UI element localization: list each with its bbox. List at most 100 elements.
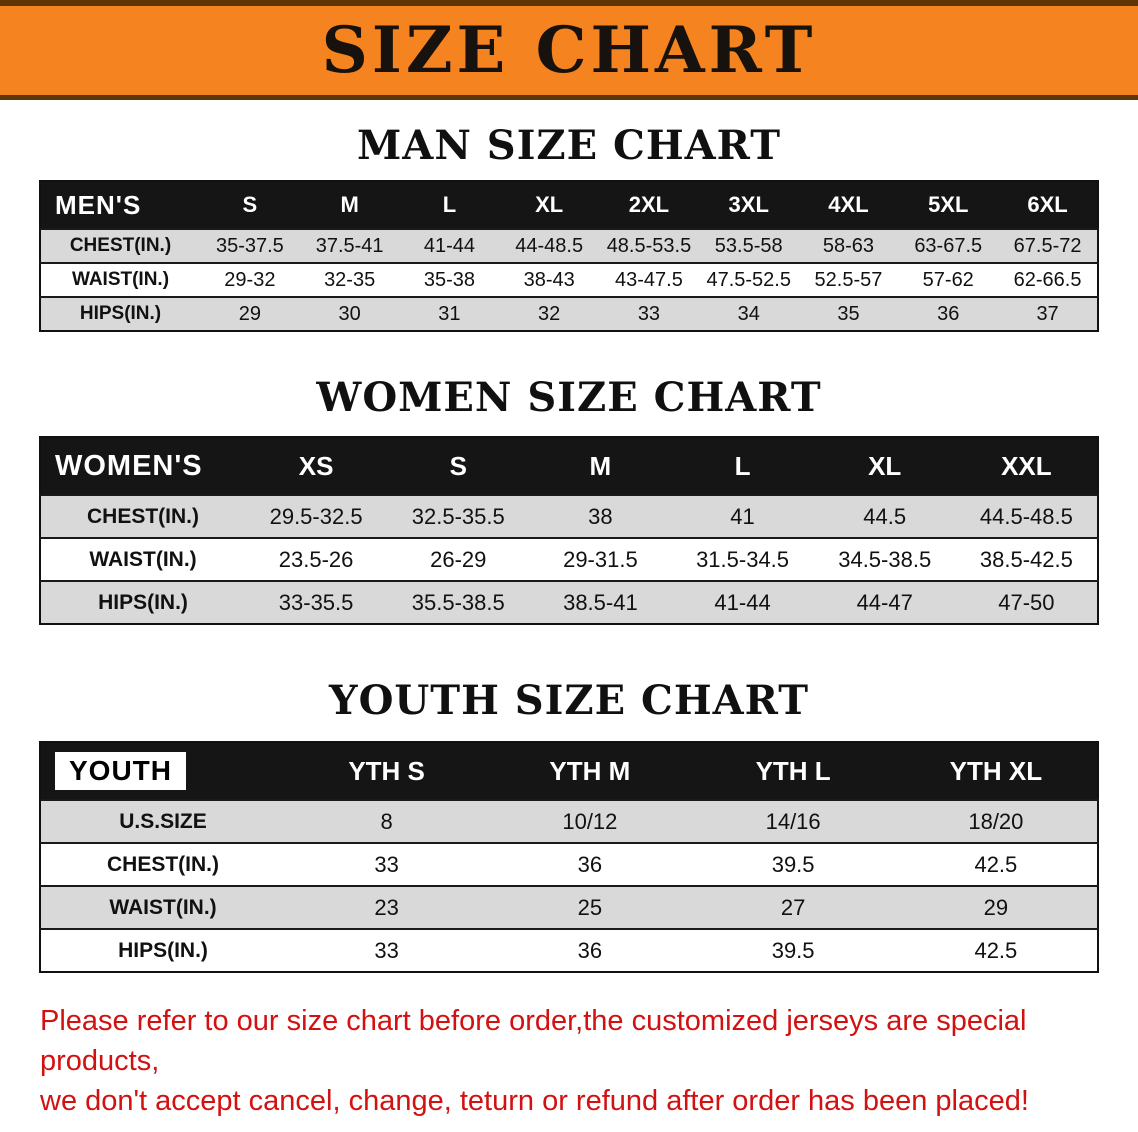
table-row: HIPS(IN.) 33 36 39.5 42.5	[40, 929, 1098, 972]
table-row: WAIST(IN.) 29-32 32-35 35-38 38-43 43-47.5 47.…	[40, 263, 1098, 297]
size-value: 63-67.5	[914, 234, 983, 257]
section-heading: MAN SIZE CHART	[357, 122, 781, 169]
table-row: CHEST(IN.) 29.5-32.5 32.5-35.5 38 41 44.5 44.5…	[40, 495, 1098, 538]
size-value: 29	[238, 302, 261, 325]
size-value: 41-44	[714, 589, 771, 615]
row-label: CHEST(IN.)	[107, 852, 219, 876]
row-label: WAIST(IN.)	[89, 547, 197, 571]
table-row: WAIST(IN.) 23.5-26 26-29 29-31.5 31.5-34.5 34…	[40, 538, 1098, 581]
size-value: 18/20	[968, 808, 1024, 834]
section-heading: YOUTH SIZE CHART	[329, 677, 809, 724]
size-value: 23.5-26	[278, 546, 354, 572]
size-value: 25	[577, 894, 603, 920]
row-label: CHEST(IN.)	[87, 504, 199, 528]
size-value: 38.5-42.5	[979, 546, 1073, 572]
row-label: HIPS(IN.)	[79, 303, 162, 324]
size-value: 37	[1036, 302, 1059, 325]
size-value: 36	[577, 937, 603, 963]
column-header: YTH L	[691, 742, 895, 800]
size-value: 27	[780, 894, 806, 920]
column-header: XS	[245, 437, 388, 495]
row-label: WAIST(IN.)	[71, 269, 170, 290]
table-label-text: YOUTH	[55, 752, 186, 790]
table-header-row: MEN'S S M L XL 2XL 3XL 4XL 5XL 6XL	[40, 181, 1098, 229]
column-header: 6XL	[998, 181, 1098, 229]
size-value: 33	[374, 851, 399, 877]
table-label-text: WOMEN'S	[55, 449, 203, 482]
table-row: CHEST(IN.) 33 36 39.5 42.5	[40, 843, 1098, 886]
size-value: 53.5-58	[714, 234, 783, 257]
table-row: HIPS(IN.) 33-35.5 35.5-38.5 38.5-41 41-44 44-…	[40, 581, 1098, 624]
column-header: 4XL	[798, 181, 899, 229]
size-value: 36	[577, 851, 603, 877]
section-heading: WOMEN SIZE CHART	[316, 374, 822, 421]
size-value: 32-35	[324, 268, 376, 291]
size-section-2: YOUTH SIZE CHART YOUTH YTH S YTH M YTH L YTH …	[0, 681, 1138, 973]
note-line-2: we don't accept cancel, change, teturn o…	[40, 1085, 1029, 1118]
size-value: 44.5	[863, 503, 907, 529]
size-value: 29.5-32.5	[269, 503, 363, 529]
row-label: WAIST(IN.)	[109, 895, 217, 919]
column-header: YTH XL	[894, 742, 1098, 800]
size-value: 42.5	[974, 851, 1018, 877]
column-header: 2XL	[599, 181, 699, 229]
table-header-row: YOUTH YTH S YTH M YTH L YTH XL	[40, 742, 1098, 800]
table-row: HIPS(IN.) 29 30 31 32 33 34 35 36 37	[40, 297, 1098, 331]
size-table: WOMEN'S XS S M L XL XXL CHEST(IN.) 29.5-32.5 32.5…	[39, 436, 1099, 625]
size-value: 8	[380, 808, 393, 834]
column-header: YTH M	[488, 742, 692, 800]
column-header: XL	[499, 181, 600, 229]
size-value: 31.5-34.5	[696, 546, 790, 572]
size-value: 32	[538, 302, 561, 325]
size-value: 35	[837, 302, 860, 325]
column-header: YTH S	[285, 742, 489, 800]
table-label: WOMEN'S	[40, 437, 245, 495]
size-value: 29	[983, 894, 1009, 920]
column-header: L	[671, 437, 814, 495]
disclaimer-note: Please refer to our size chart before or…	[40, 1001, 1138, 1121]
row-label: U.S.SIZE	[119, 809, 207, 833]
size-value: 34.5-38.5	[838, 546, 932, 572]
size-value: 35-38	[423, 268, 475, 291]
size-value: 44-47	[856, 589, 913, 615]
size-value: 44-48.5	[515, 234, 584, 257]
row-label: HIPS(IN.)	[118, 938, 208, 962]
size-value: 37.5-41	[315, 234, 384, 257]
size-value: 26-29	[430, 546, 487, 572]
size-value: 41	[730, 503, 755, 529]
row-label: CHEST(IN.)	[69, 235, 172, 256]
size-value: 33-35.5	[278, 589, 354, 615]
size-value: 38-43	[523, 268, 575, 291]
table-label: MEN'S	[40, 181, 200, 229]
table-row: U.S.SIZE 8 10/12 14/16 18/20	[40, 800, 1098, 843]
size-value: 36	[937, 302, 960, 325]
note-line-1: Please refer to our size chart before or…	[40, 1005, 1027, 1078]
size-value: 47-50	[998, 589, 1055, 615]
column-header: M	[529, 437, 672, 495]
row-label: HIPS(IN.)	[98, 590, 188, 614]
size-value: 58-63	[822, 234, 875, 257]
size-value: 52.5-57	[814, 268, 883, 291]
size-value: 62-66.5	[1013, 268, 1082, 291]
size-value: 48.5-53.5	[606, 234, 692, 257]
size-value: 35.5-38.5	[411, 589, 505, 615]
column-header: L	[399, 181, 500, 229]
size-table: MEN'S S M L XL 2XL 3XL 4XL 5XL 6XL CHEST(IN.) 35-37…	[39, 180, 1099, 332]
size-value: 31	[438, 302, 461, 325]
size-value: 39.5	[771, 937, 815, 963]
size-value: 14/16	[765, 808, 821, 834]
size-value: 39.5	[771, 851, 815, 877]
table-label-text: MEN'S	[55, 189, 142, 220]
size-section-1: WOMEN SIZE CHART WOMEN'S XS S M L XL XXL CHEST(I…	[0, 378, 1138, 625]
size-value: 23	[374, 894, 399, 920]
column-header: 3XL	[698, 181, 799, 229]
column-header: M	[299, 181, 400, 229]
table-label: YOUTH	[40, 742, 285, 800]
size-value: 30	[338, 302, 361, 325]
size-value: 10/12	[562, 808, 618, 834]
size-value: 41-44	[423, 234, 475, 257]
size-value: 38.5-41	[563, 589, 638, 615]
size-value: 44.5-48.5	[979, 503, 1073, 529]
size-chart-sections: MAN SIZE CHART MEN'S S M L XL 2XL 3XL 4XL 5XL 6XL C…	[0, 126, 1138, 973]
